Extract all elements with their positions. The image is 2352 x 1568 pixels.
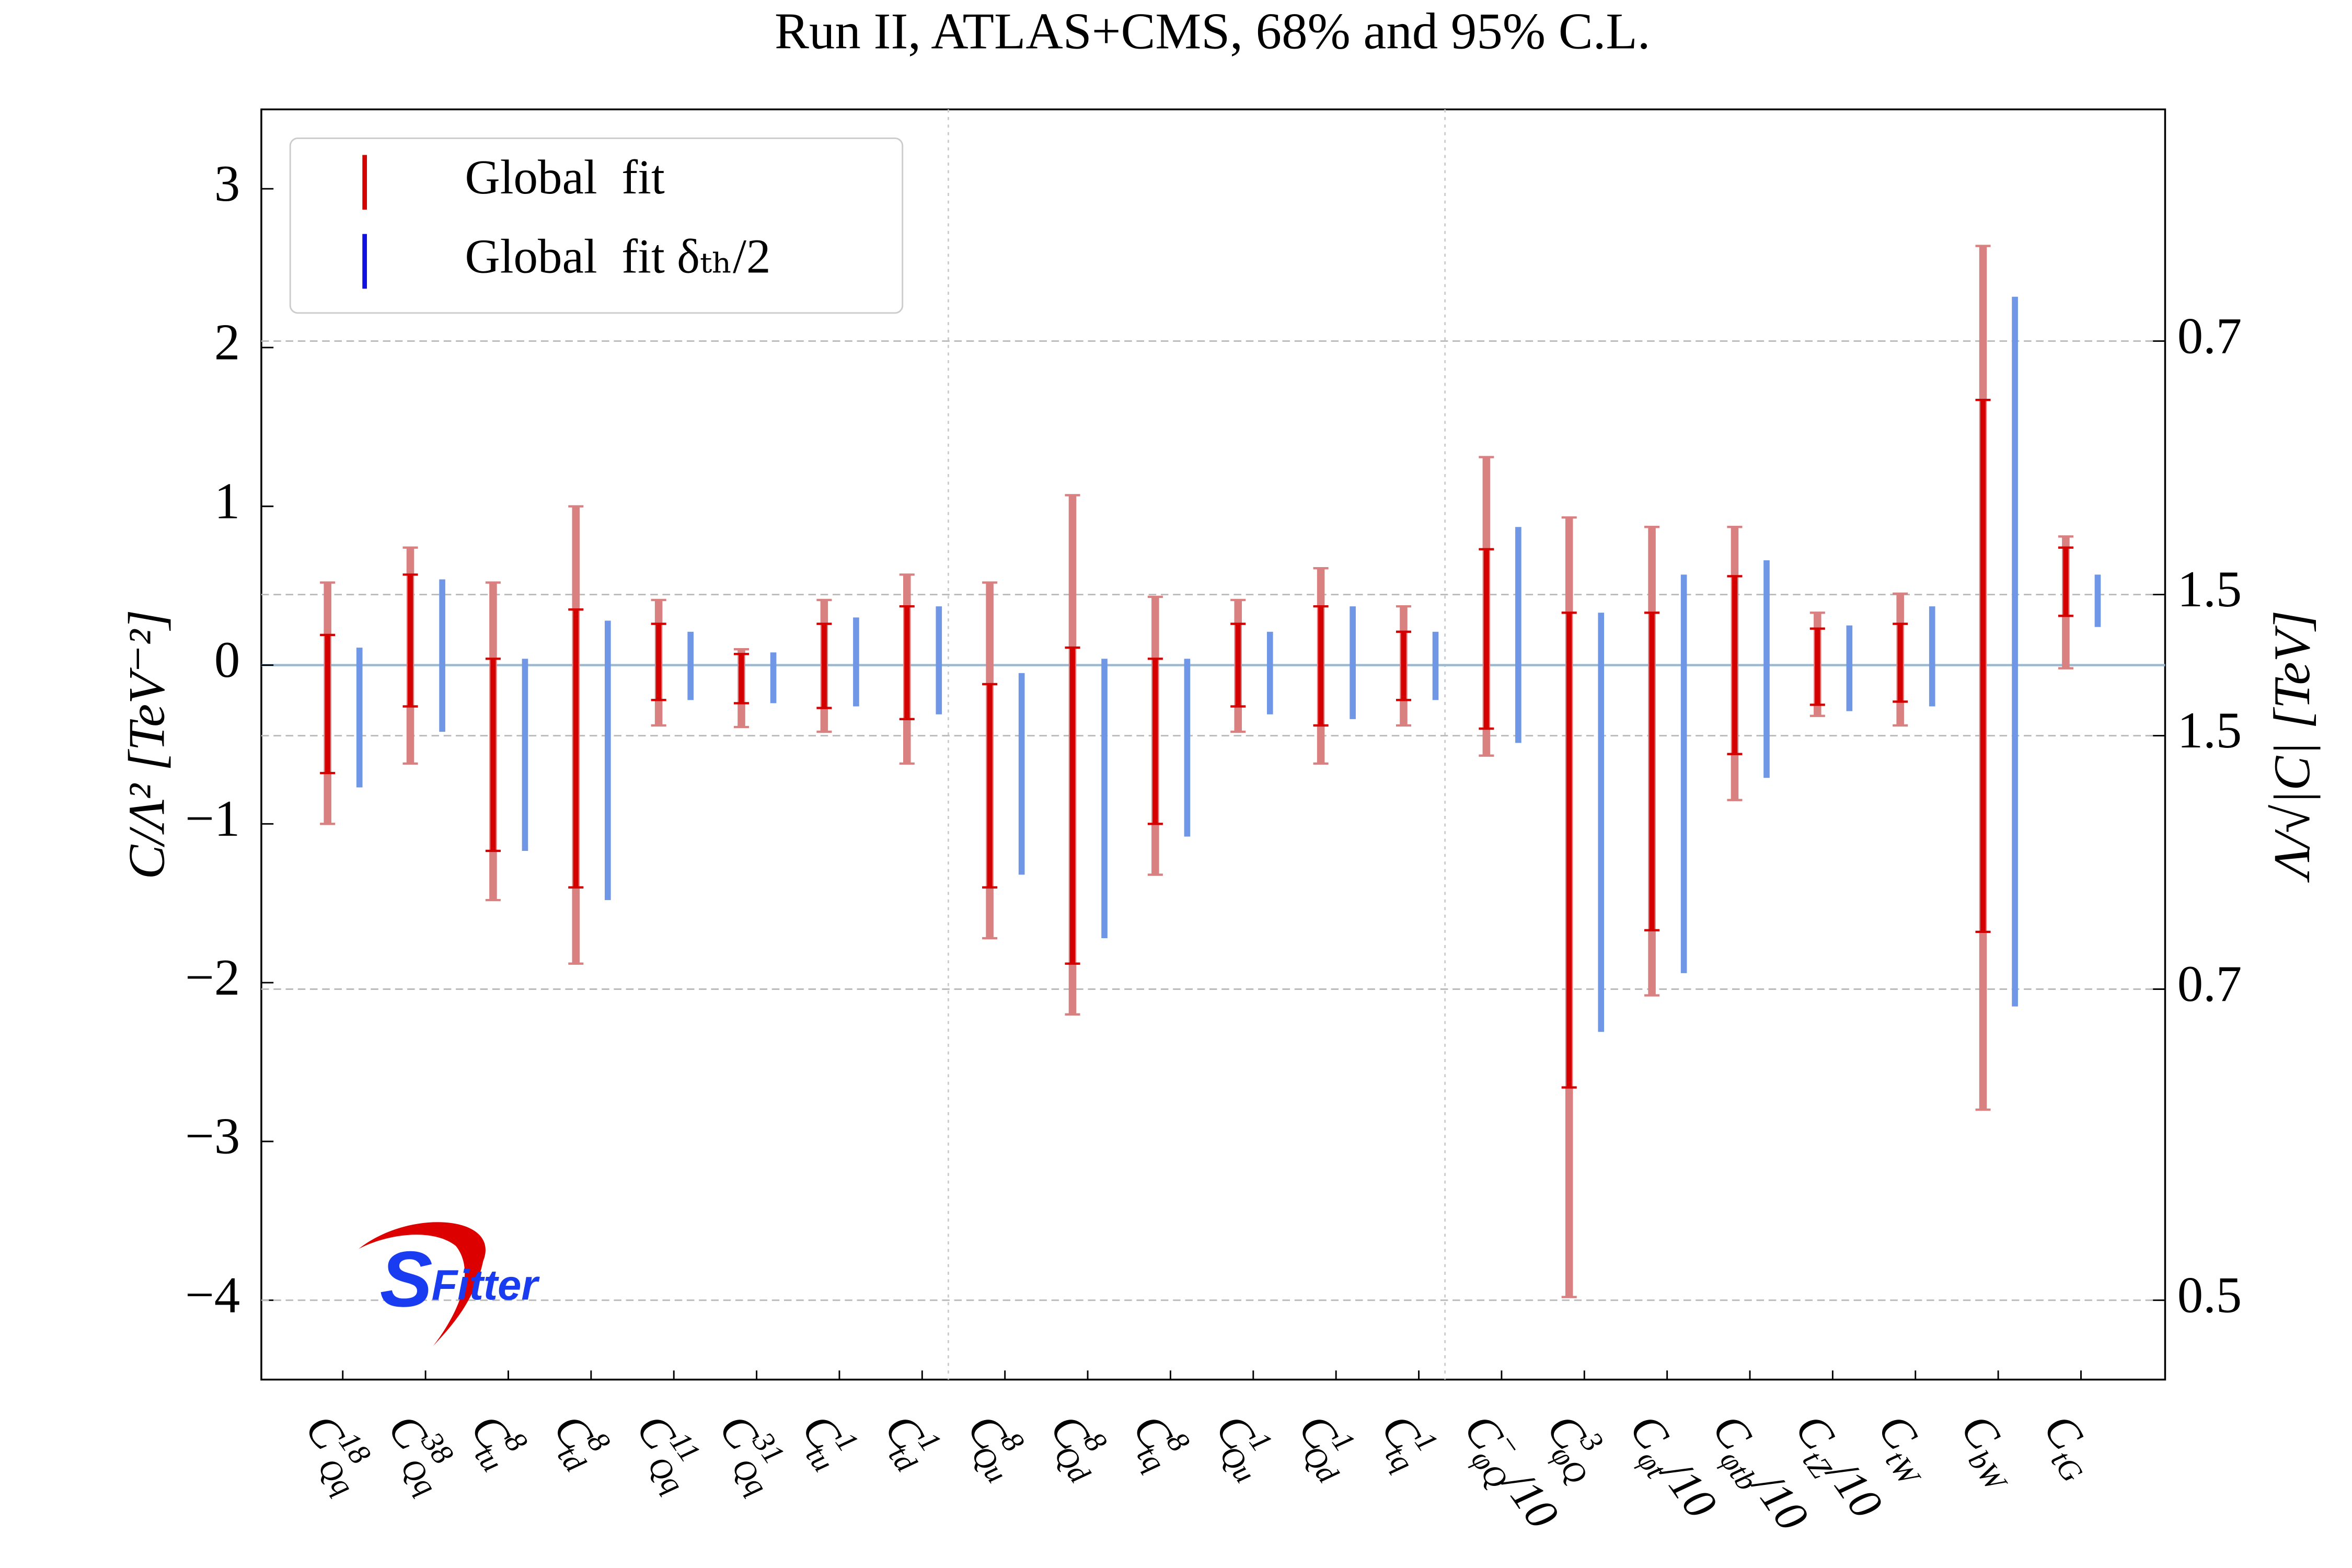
y2-tick-label: 0.7 xyxy=(2177,955,2242,1012)
y2-tick-label: 0.7 xyxy=(2177,307,2242,364)
x-tick-label: C8tq xyxy=(1116,1401,1198,1478)
x-tick-label-group: CbW xyxy=(1944,1405,2035,1499)
x-tick-label: C8tu xyxy=(454,1401,536,1478)
x-tick-label-group: C8tq xyxy=(1116,1401,1198,1478)
y2-tick-label: 1.5 xyxy=(2177,702,2242,759)
x-tick-label: Cφt/10 xyxy=(1613,1405,1727,1532)
legend-frame xyxy=(289,137,904,314)
x-tick-label: C31Qq xyxy=(702,1401,800,1501)
legend-label: Global fit xyxy=(465,151,665,204)
x-tick-label-group: C8td xyxy=(537,1401,618,1479)
x-tick-label-group: CtG xyxy=(2027,1405,2111,1489)
x-tick-label: C1Qd xyxy=(1282,1401,1371,1489)
x-tick-label: CtG xyxy=(2027,1405,2111,1489)
x-tick-label: C8Qu xyxy=(951,1401,1040,1489)
x-tick-label: C8Qd xyxy=(1034,1401,1123,1489)
x-tick-label-group: C38Qq xyxy=(372,1401,469,1502)
logo-swoosh xyxy=(359,1222,486,1346)
chart-title: Run II, ATLAS+CMS, 68% and 95% C.L. xyxy=(775,3,1650,60)
y-tick-label: 2 xyxy=(214,314,240,371)
y-tick-label: 3 xyxy=(214,155,240,212)
x-tick-label: C1tu xyxy=(785,1401,867,1478)
x-tick-label: C1Qu xyxy=(1199,1401,1288,1489)
y-tick-label: 1 xyxy=(214,472,240,529)
logo-text: Fitter xyxy=(432,1262,540,1309)
x-tick-label-group: C1Qd xyxy=(1282,1401,1371,1490)
x-tick-label-group: Cφt/10 xyxy=(1613,1405,1727,1532)
y2-tick-label: 1.5 xyxy=(2177,561,2242,618)
y-tick-label: −3 xyxy=(185,1108,240,1165)
x-tick-label-group: C18Qq xyxy=(289,1401,386,1502)
legend-label: Global fit δₜₕ/2 xyxy=(465,229,771,283)
x-tick-label: C38Qq xyxy=(372,1401,469,1501)
x-tick-label-group: C8Qu xyxy=(951,1401,1040,1489)
x-tick-label-group: C31Qq xyxy=(702,1401,800,1502)
legend: Global fit Global fit δₜₕ/2 xyxy=(289,137,904,314)
x-tick-label-group: C1td xyxy=(868,1401,950,1479)
x-tick-label: C1tq xyxy=(1365,1401,1446,1478)
y2-tick-label: 0.5 xyxy=(2177,1266,2242,1323)
plot-frame xyxy=(260,108,2166,1381)
x-tick-label-group: C1tu xyxy=(785,1401,867,1478)
logo-s: S xyxy=(380,1235,433,1323)
logo: S Fitter xyxy=(359,1222,540,1346)
x-tick-label-group: C11Qq xyxy=(620,1401,717,1500)
y-tick-label: −2 xyxy=(185,949,240,1006)
y-tick-label: −4 xyxy=(185,1266,240,1323)
x-tick-label-group: C1Qu xyxy=(1199,1401,1288,1489)
y-axis-label: C/Λ² [TeV⁻²] xyxy=(118,609,175,879)
y-tick-label: 0 xyxy=(214,631,240,688)
x-tick-label: CbW xyxy=(1944,1405,2035,1499)
x-tick-label-group: C8Qd xyxy=(1034,1401,1123,1490)
y2-axis-label: Λ/√|C| [TeV] xyxy=(2264,610,2321,883)
x-tick-label: C18Qq xyxy=(289,1401,386,1501)
x-tick-label: C1td xyxy=(868,1401,950,1478)
x-tick-label-group: C8tu xyxy=(454,1401,536,1478)
y-tick-label: −1 xyxy=(185,790,240,847)
x-tick-label: C11Qq xyxy=(620,1401,717,1500)
x-tick-label: C8td xyxy=(537,1401,618,1478)
x-tick-label-group: C1tq xyxy=(1365,1401,1446,1478)
